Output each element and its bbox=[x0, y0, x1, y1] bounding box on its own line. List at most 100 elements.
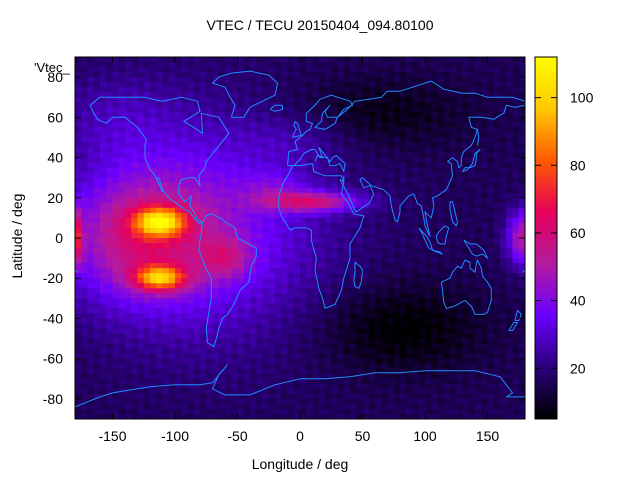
heatmap-cell bbox=[137, 67, 145, 73]
heatmap-cell bbox=[300, 353, 307, 360]
heatmap-cell bbox=[181, 308, 188, 314]
heatmap-cell bbox=[462, 278, 470, 284]
heatmap-cell bbox=[156, 157, 163, 163]
heatmap-cell bbox=[468, 127, 476, 133]
heatmap-cell bbox=[481, 107, 488, 113]
heatmap-cell bbox=[106, 248, 113, 254]
heatmap-cell bbox=[106, 232, 113, 239]
heatmap-cell bbox=[268, 112, 276, 118]
heatmap-cell bbox=[468, 328, 476, 334]
heatmap-cell bbox=[287, 318, 295, 324]
heatmap-cell bbox=[75, 117, 82, 123]
heatmap-cell bbox=[493, 117, 501, 123]
heatmap-cell bbox=[156, 97, 163, 103]
heatmap-cell bbox=[206, 202, 213, 209]
heatmap-cell bbox=[406, 57, 413, 63]
heatmap-cell bbox=[393, 207, 401, 214]
heatmap-cell bbox=[218, 403, 226, 410]
heatmap-cell bbox=[118, 117, 126, 123]
heatmap-cell bbox=[225, 333, 232, 339]
heatmap-cell bbox=[387, 258, 395, 264]
heatmap-cell bbox=[256, 343, 263, 350]
heatmap-cell bbox=[168, 222, 176, 229]
heatmap-cell bbox=[318, 308, 326, 314]
heatmap-cell bbox=[106, 207, 113, 214]
heatmap-cell bbox=[475, 393, 482, 400]
heatmap-cell bbox=[81, 172, 88, 179]
heatmap-cell bbox=[218, 172, 226, 179]
heatmap-cell bbox=[156, 117, 163, 123]
heatmap-cell bbox=[375, 82, 382, 88]
heatmap-cell bbox=[312, 283, 320, 289]
heatmap-cell bbox=[143, 358, 151, 365]
heatmap-cell bbox=[175, 333, 182, 339]
heatmap-cell bbox=[337, 248, 345, 254]
heatmap-cell bbox=[175, 212, 182, 219]
heatmap-cell bbox=[512, 308, 520, 314]
heatmap-cell bbox=[162, 72, 170, 78]
heatmap-cell bbox=[412, 162, 420, 169]
heatmap-cell bbox=[331, 373, 338, 380]
heatmap-cell bbox=[368, 107, 376, 113]
heatmap-cell bbox=[237, 87, 245, 93]
heatmap-cell bbox=[156, 323, 163, 329]
heatmap-cell bbox=[93, 232, 101, 239]
heatmap-cell bbox=[150, 142, 157, 148]
heatmap-cell bbox=[481, 122, 488, 128]
heatmap-cell bbox=[250, 328, 257, 334]
heatmap-cell bbox=[306, 363, 313, 370]
heatmap-cell bbox=[112, 132, 120, 138]
heatmap-cell bbox=[93, 253, 101, 259]
heatmap-cell bbox=[181, 127, 188, 133]
heatmap-cell bbox=[425, 132, 432, 138]
heatmap-cell bbox=[468, 293, 476, 299]
heatmap-cell bbox=[493, 383, 501, 390]
heatmap-cell bbox=[150, 398, 157, 405]
heatmap-cell bbox=[125, 318, 132, 324]
heatmap-cell bbox=[393, 278, 401, 284]
heatmap-cell bbox=[362, 217, 370, 224]
heatmap-cell bbox=[493, 293, 501, 299]
heatmap-cell bbox=[137, 197, 145, 204]
heatmap-cell bbox=[437, 182, 445, 189]
heatmap-cell bbox=[350, 358, 357, 365]
heatmap-cell bbox=[181, 323, 188, 329]
heatmap-cell bbox=[306, 373, 313, 380]
heatmap-cell bbox=[250, 393, 257, 400]
heatmap-cell bbox=[243, 263, 251, 269]
heatmap-cell bbox=[293, 378, 301, 385]
heatmap-cell bbox=[343, 92, 351, 98]
heatmap-cell bbox=[93, 243, 101, 249]
heatmap-cell bbox=[275, 388, 282, 395]
heatmap-cell bbox=[175, 132, 182, 138]
heatmap-cell bbox=[368, 207, 376, 214]
heatmap-cell bbox=[293, 393, 301, 400]
heatmap-cell bbox=[481, 333, 488, 339]
heatmap-cell bbox=[437, 117, 445, 123]
heatmap-cell bbox=[412, 363, 420, 370]
heatmap-cell bbox=[481, 67, 488, 73]
heatmap-cell bbox=[356, 137, 363, 143]
heatmap-cell bbox=[250, 207, 257, 214]
heatmap-cell bbox=[175, 87, 182, 93]
heatmap-cell bbox=[231, 283, 238, 289]
heatmap-cell bbox=[418, 127, 426, 133]
heatmap-cell bbox=[318, 217, 326, 224]
heatmap-cell bbox=[75, 182, 82, 189]
heatmap-cell bbox=[431, 283, 438, 289]
heatmap-cell bbox=[281, 398, 288, 405]
heatmap-cell bbox=[231, 318, 238, 324]
heatmap-cell bbox=[381, 217, 388, 224]
heatmap-cell bbox=[418, 227, 426, 234]
heatmap-cell bbox=[237, 147, 245, 153]
heatmap-cell bbox=[393, 187, 401, 194]
heatmap-cell bbox=[487, 227, 495, 234]
heatmap-cell bbox=[487, 338, 495, 344]
heatmap-cell bbox=[175, 308, 182, 314]
heatmap-cell bbox=[268, 72, 276, 78]
heatmap-cell bbox=[318, 102, 326, 108]
heatmap-cell bbox=[437, 217, 445, 224]
heatmap-cell bbox=[356, 243, 363, 249]
heatmap-cell bbox=[412, 273, 420, 279]
heatmap-cell bbox=[293, 318, 301, 324]
